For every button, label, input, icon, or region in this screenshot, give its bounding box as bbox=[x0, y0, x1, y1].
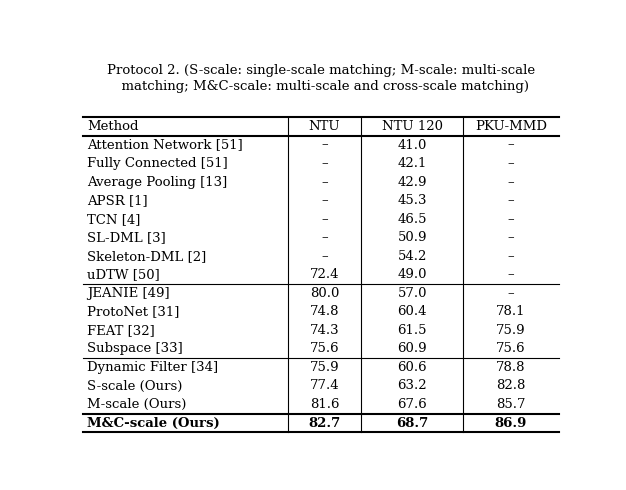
Text: –: – bbox=[508, 269, 515, 281]
Text: 72.4: 72.4 bbox=[310, 269, 339, 281]
Text: 60.9: 60.9 bbox=[398, 343, 427, 355]
Text: M&C-scale (Ours): M&C-scale (Ours) bbox=[87, 416, 220, 430]
Text: 82.8: 82.8 bbox=[496, 379, 526, 392]
Text: –: – bbox=[321, 231, 327, 244]
Text: 54.2: 54.2 bbox=[398, 250, 427, 263]
Text: Skeleton-DML [2]: Skeleton-DML [2] bbox=[87, 250, 206, 263]
Text: –: – bbox=[321, 175, 327, 189]
Text: 60.4: 60.4 bbox=[398, 305, 427, 318]
Text: NTU: NTU bbox=[309, 120, 340, 133]
Text: 61.5: 61.5 bbox=[398, 324, 427, 337]
Text: 81.6: 81.6 bbox=[310, 398, 339, 411]
Text: –: – bbox=[508, 250, 515, 263]
Text: –: – bbox=[508, 175, 515, 189]
Text: 75.9: 75.9 bbox=[496, 324, 526, 337]
Text: 74.3: 74.3 bbox=[310, 324, 339, 337]
Text: Protocol 2. (S-scale: single-scale matching; M-scale: multi-scale: Protocol 2. (S-scale: single-scale match… bbox=[107, 65, 535, 77]
Text: –: – bbox=[508, 213, 515, 226]
Text: Average Pooling [13]: Average Pooling [13] bbox=[87, 175, 227, 189]
Text: 45.3: 45.3 bbox=[398, 194, 427, 207]
Text: JEANIE [49]: JEANIE [49] bbox=[87, 287, 170, 300]
Text: SL-DML [3]: SL-DML [3] bbox=[87, 231, 166, 244]
Text: 68.7: 68.7 bbox=[396, 416, 428, 430]
Text: 50.9: 50.9 bbox=[398, 231, 427, 244]
Text: –: – bbox=[508, 194, 515, 207]
Text: –: – bbox=[321, 213, 327, 226]
Text: 42.9: 42.9 bbox=[398, 175, 427, 189]
Text: Dynamic Filter [34]: Dynamic Filter [34] bbox=[87, 361, 218, 374]
Text: 77.4: 77.4 bbox=[310, 379, 339, 392]
Text: 57.0: 57.0 bbox=[398, 287, 427, 300]
Text: 82.7: 82.7 bbox=[308, 416, 341, 430]
Text: 75.6: 75.6 bbox=[310, 343, 339, 355]
Text: 80.0: 80.0 bbox=[310, 287, 339, 300]
Text: –: – bbox=[321, 157, 327, 170]
Text: uDTW [50]: uDTW [50] bbox=[87, 269, 160, 281]
Text: PKU-MMD: PKU-MMD bbox=[475, 120, 547, 133]
Text: 60.6: 60.6 bbox=[398, 361, 427, 374]
Text: 75.6: 75.6 bbox=[496, 343, 526, 355]
Text: matching; M&C-scale: multi-scale and cross-scale matching): matching; M&C-scale: multi-scale and cro… bbox=[113, 79, 529, 93]
Text: ProtoNet [31]: ProtoNet [31] bbox=[87, 305, 179, 318]
Text: –: – bbox=[321, 250, 327, 263]
Text: Fully Connected [51]: Fully Connected [51] bbox=[87, 157, 228, 170]
Text: 46.5: 46.5 bbox=[398, 213, 427, 226]
Text: 74.8: 74.8 bbox=[310, 305, 339, 318]
Text: 86.9: 86.9 bbox=[495, 416, 527, 430]
Text: 85.7: 85.7 bbox=[496, 398, 526, 411]
Text: FEAT [32]: FEAT [32] bbox=[87, 324, 155, 337]
Text: –: – bbox=[508, 231, 515, 244]
Text: –: – bbox=[508, 157, 515, 170]
Text: 75.9: 75.9 bbox=[310, 361, 339, 374]
Text: –: – bbox=[321, 139, 327, 151]
Text: Subspace [33]: Subspace [33] bbox=[87, 343, 183, 355]
Text: –: – bbox=[321, 194, 327, 207]
Text: 78.8: 78.8 bbox=[496, 361, 526, 374]
Text: S-scale (Ours): S-scale (Ours) bbox=[87, 379, 182, 392]
Text: NTU 120: NTU 120 bbox=[382, 120, 443, 133]
Text: 42.1: 42.1 bbox=[398, 157, 427, 170]
Text: 63.2: 63.2 bbox=[398, 379, 427, 392]
Text: 67.6: 67.6 bbox=[398, 398, 427, 411]
Text: M-scale (Ours): M-scale (Ours) bbox=[87, 398, 187, 411]
Text: 49.0: 49.0 bbox=[398, 269, 427, 281]
Text: 41.0: 41.0 bbox=[398, 139, 427, 151]
Text: –: – bbox=[508, 287, 515, 300]
Text: Method: Method bbox=[87, 120, 138, 133]
Text: Attention Network [51]: Attention Network [51] bbox=[87, 139, 243, 151]
Text: 78.1: 78.1 bbox=[496, 305, 526, 318]
Text: APSR [1]: APSR [1] bbox=[87, 194, 148, 207]
Text: –: – bbox=[508, 139, 515, 151]
Text: TCN [4]: TCN [4] bbox=[87, 213, 140, 226]
